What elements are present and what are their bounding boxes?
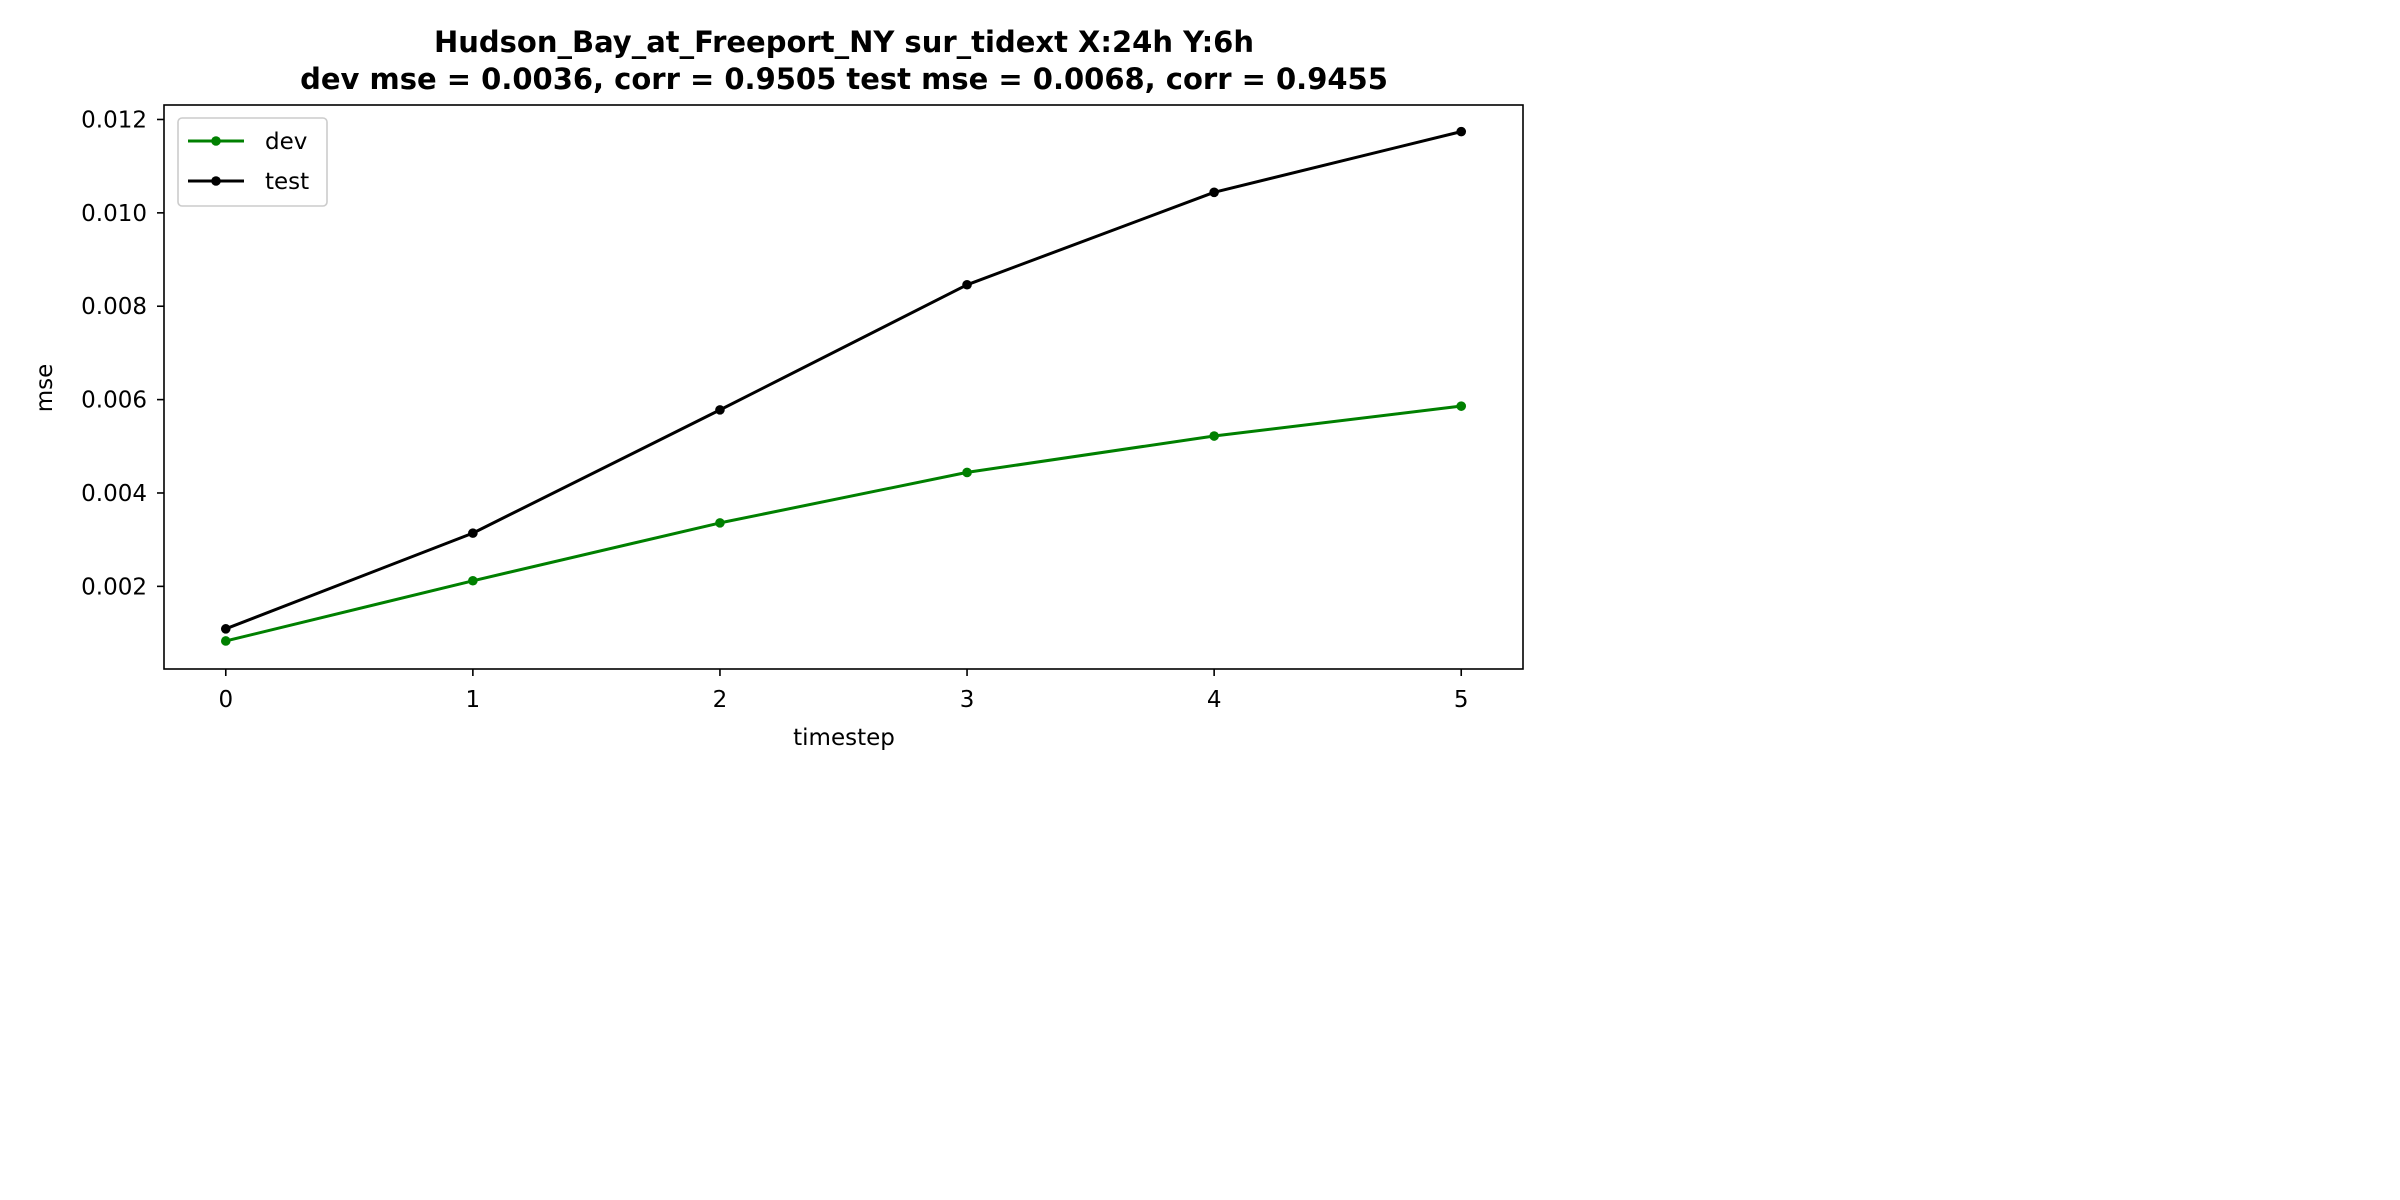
- data-point-test: [1209, 187, 1219, 198]
- x-axis-label: timestep: [793, 725, 895, 751]
- y-tick-label: 0.008: [81, 294, 147, 320]
- data-point-dev: [962, 467, 972, 478]
- data-point-test: [962, 279, 972, 290]
- data-point-test: [715, 405, 725, 415]
- legend-marker-dev: [211, 136, 221, 146]
- plot-area-frame: [163, 104, 1524, 670]
- x-tick-label: 3: [960, 687, 975, 713]
- data-point-test: [1456, 126, 1467, 137]
- line-chart: Hudson_Bay_at_Freeport_NY sur_tidext X:2…: [32, 25, 1524, 751]
- data-point-dev: [715, 518, 725, 528]
- y-tick-label: 0.002: [81, 574, 147, 600]
- x-tick-label: 2: [713, 687, 728, 713]
- data-point-dev: [220, 636, 231, 646]
- y-tick-label: 0.004: [81, 481, 147, 507]
- x-tick-label: 5: [1454, 687, 1469, 713]
- y-axis: 0.002 0.004 0.006 0.008 0.010 0.012: [81, 107, 164, 600]
- series-line-dev: [223, 404, 1463, 643]
- series-layer: [220, 126, 1467, 646]
- data-point-dev: [1456, 401, 1467, 411]
- y-axis-label: mse: [32, 364, 58, 413]
- data-point-dev: [468, 575, 478, 586]
- x-tick-label: 4: [1207, 687, 1222, 713]
- legend-marker-test: [211, 176, 221, 186]
- data-point-test: [220, 624, 231, 634]
- x-tick-label: 0: [218, 687, 233, 713]
- data-point-test: [468, 528, 478, 538]
- chart-title-line-2: dev mse = 0.0036, corr = 0.9505 test mse…: [300, 62, 1388, 96]
- data-point-dev: [1209, 431, 1219, 441]
- y-tick-label: 0.012: [81, 107, 147, 133]
- legend: dev test: [177, 117, 328, 207]
- x-tick-label: 1: [466, 687, 481, 713]
- y-tick-label: 0.006: [81, 388, 147, 414]
- y-tick-label: 0.010: [81, 201, 147, 227]
- legend-label-test: test: [265, 169, 309, 195]
- x-axis: 0 1 2 3 4 5: [218, 669, 1469, 713]
- legend-label-dev: dev: [265, 129, 307, 155]
- series-line-test: [223, 129, 1464, 631]
- chart-title-line-1: Hudson_Bay_at_Freeport_NY sur_tidext X:2…: [434, 25, 1254, 59]
